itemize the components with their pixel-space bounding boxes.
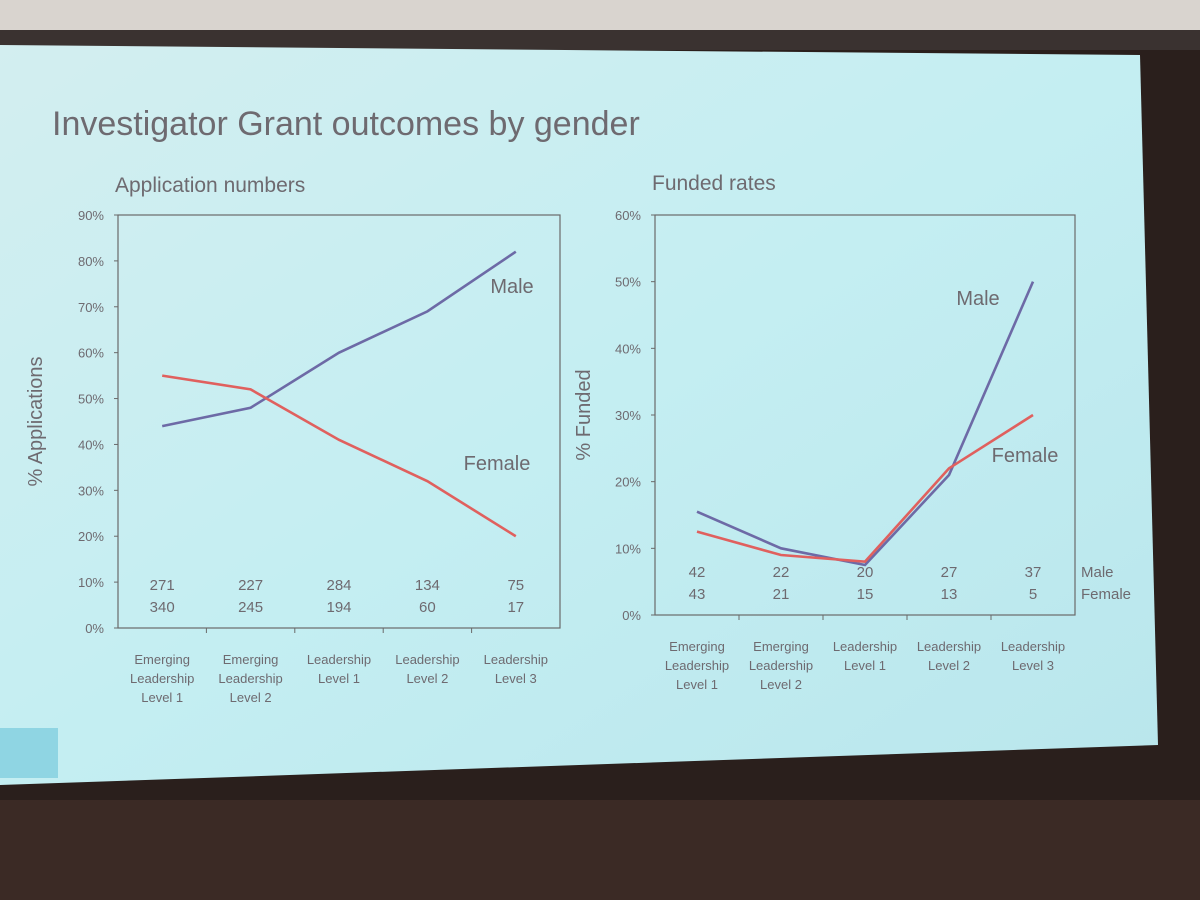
- x-tick-label: Leadership Level 2: [917, 639, 981, 673]
- x-tick-label: Leadership Level 2: [395, 652, 459, 686]
- x-tick-label: Emerging Leadership Level 2: [218, 652, 282, 705]
- y-tick-label: 40%: [78, 437, 104, 452]
- count-row-label: Male: [1081, 564, 1114, 581]
- ceiling: [0, 0, 1200, 30]
- chart-title: Application numbers: [115, 174, 305, 197]
- x-tick-label: Leadership Level 3: [484, 652, 548, 686]
- count-label: 134: [415, 577, 440, 594]
- count-label: 245: [238, 599, 263, 616]
- x-tick-label: Emerging Leadership Level 1: [130, 652, 194, 705]
- series-line: [161, 250, 517, 428]
- count-label: 20: [857, 564, 874, 581]
- y-tick-label: 20%: [78, 529, 104, 544]
- y-tick-label: 10%: [615, 541, 641, 556]
- y-tick-label: 70%: [78, 300, 104, 315]
- y-tick-label: 20%: [615, 475, 641, 490]
- count-label: 43: [689, 586, 706, 603]
- count-label: 194: [326, 599, 351, 616]
- x-tick-label: Leadership Level 3: [1001, 639, 1065, 673]
- logo: [0, 728, 58, 778]
- y-tick-label: 0%: [85, 621, 104, 636]
- slide-title: Investigator Grant outcomes by gender: [52, 105, 640, 143]
- series-label: Male: [956, 288, 999, 310]
- count-row-label: Female: [1081, 586, 1131, 603]
- count-label: 227: [238, 577, 263, 594]
- x-tick-label: Emerging Leadership Level 1: [665, 639, 729, 692]
- count-label: 27: [941, 564, 958, 581]
- series-label: Female: [464, 453, 531, 475]
- y-tick-label: 80%: [78, 254, 104, 269]
- y-tick-label: 0%: [622, 608, 641, 623]
- count-label: 22: [773, 564, 790, 581]
- count-label: 21: [773, 586, 790, 603]
- count-label: 340: [150, 599, 175, 616]
- series-line: [161, 374, 517, 538]
- count-label: 42: [689, 564, 706, 581]
- y-axis-label: % Applications: [25, 356, 47, 486]
- count-label: 5: [1029, 586, 1037, 603]
- wall: [0, 800, 1200, 900]
- count-label: 13: [941, 586, 958, 603]
- screen-border: [0, 30, 1200, 50]
- x-tick-label: Leadership Level 1: [833, 639, 897, 673]
- y-tick-label: 40%: [615, 341, 641, 356]
- plot-area: [117, 214, 561, 629]
- series-label: Female: [992, 445, 1059, 467]
- chart-title: Funded rates: [652, 172, 776, 195]
- y-tick-label: 30%: [78, 483, 104, 498]
- y-tick-label: 90%: [78, 208, 104, 223]
- count-label: 15: [857, 586, 874, 603]
- y-axis-label: % Funded: [573, 369, 595, 460]
- count-label: 17: [507, 599, 524, 616]
- y-tick-label: 60%: [78, 346, 104, 361]
- slide: [0, 45, 1158, 785]
- count-label: 60: [419, 599, 436, 616]
- count-label: 284: [326, 577, 351, 594]
- y-tick-label: 60%: [615, 208, 641, 223]
- count-label: 271: [150, 577, 175, 594]
- series-label: Male: [490, 276, 533, 298]
- y-tick-label: 30%: [615, 408, 641, 423]
- count-label: 37: [1025, 564, 1042, 581]
- x-tick-label: Leadership Level 1: [307, 652, 371, 686]
- y-tick-label: 50%: [78, 392, 104, 407]
- x-tick-label: Emerging Leadership Level 2: [749, 639, 813, 692]
- y-tick-label: 50%: [615, 275, 641, 290]
- count-label: 75: [507, 577, 524, 594]
- series-line: [696, 281, 1035, 567]
- y-tick-label: 10%: [78, 575, 104, 590]
- series-line: [696, 413, 1034, 564]
